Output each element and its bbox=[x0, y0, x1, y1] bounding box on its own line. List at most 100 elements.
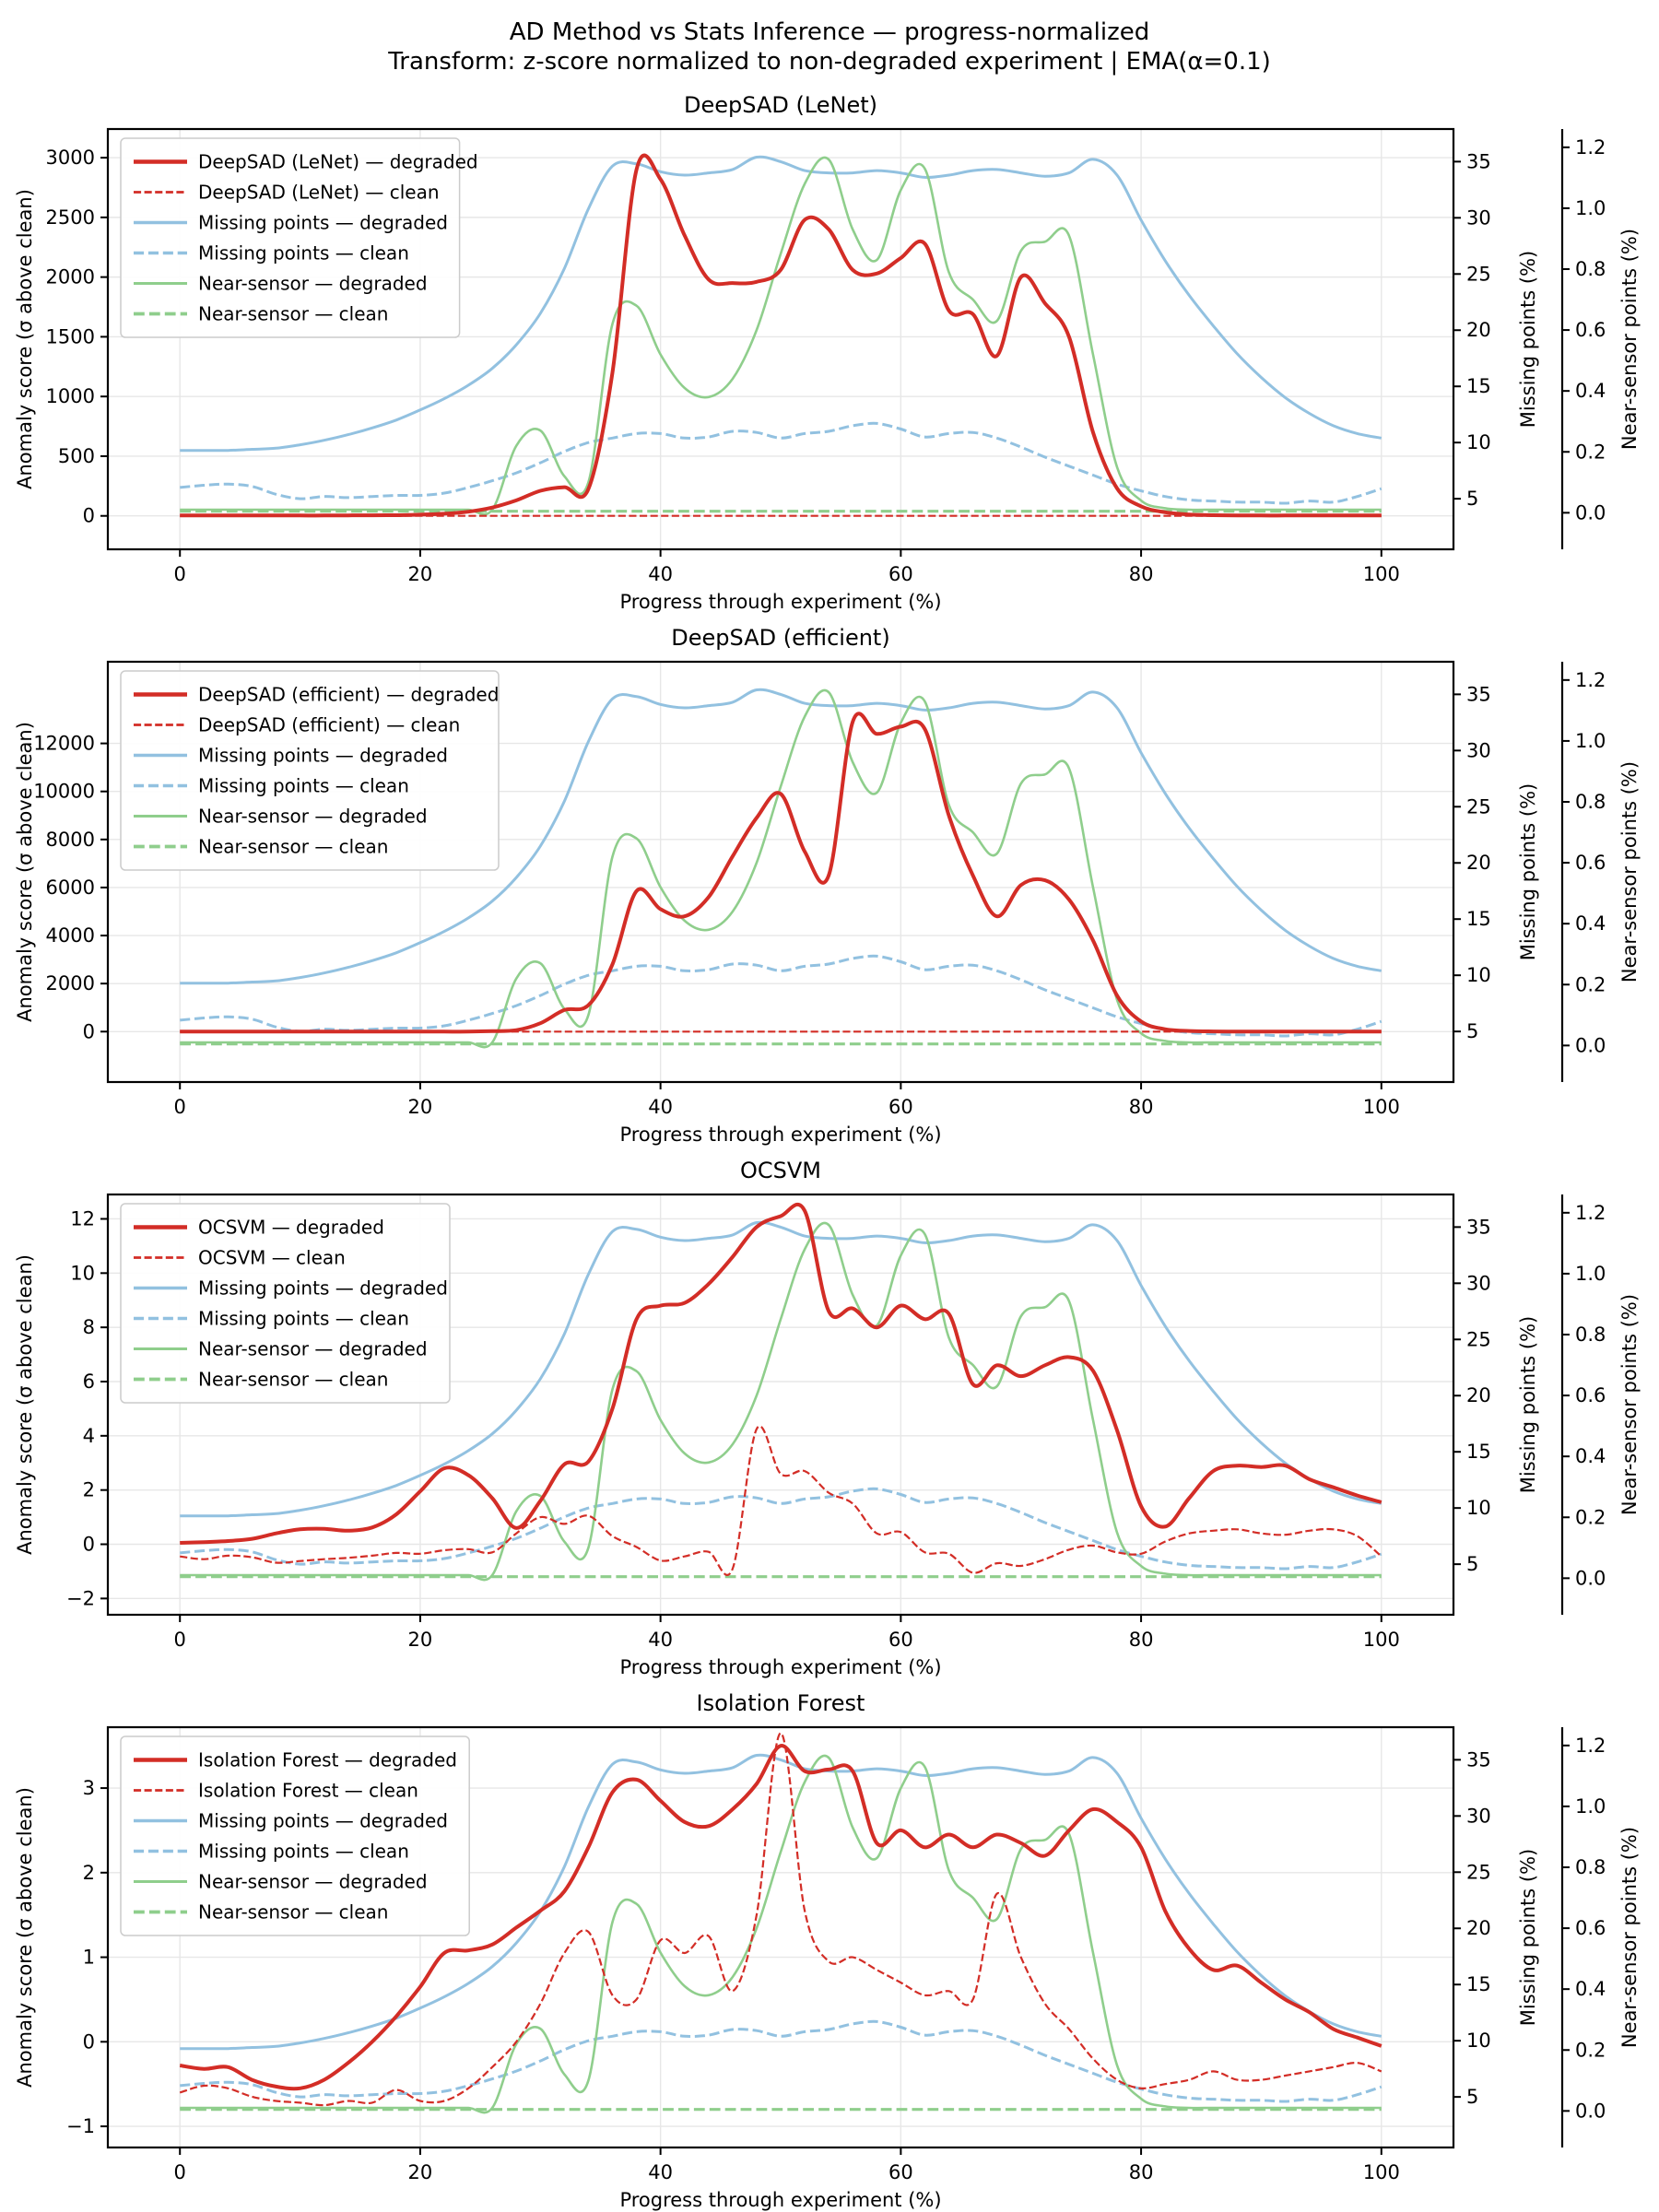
legend bbox=[120, 670, 500, 871]
near-tick-label: 0.6 bbox=[1575, 1917, 1606, 1939]
y-tick-label: 2000 bbox=[46, 972, 95, 994]
series-missing_degraded bbox=[180, 688, 1382, 985]
series-near_degraded bbox=[180, 156, 1382, 516]
figure-title: AD Method vs Stats Inference — progress-… bbox=[509, 18, 1150, 46]
missing-tick-label: 25 bbox=[1466, 795, 1491, 818]
y-tick-label: 1000 bbox=[46, 385, 95, 407]
series-ad_degraded bbox=[180, 712, 1382, 1034]
legend-label: Missing points — degraded bbox=[198, 212, 448, 234]
subplot-title: DeepSAD (LeNet) bbox=[684, 92, 877, 118]
missing-tick-label: 20 bbox=[1466, 319, 1491, 341]
series-ad_degraded bbox=[179, 1744, 1382, 2091]
series-group bbox=[180, 688, 1382, 1049]
series-ad_degraded bbox=[180, 1202, 1382, 1545]
missing-axis-label: Missing points (%) bbox=[1517, 783, 1539, 961]
series-missing_clean bbox=[180, 421, 1382, 505]
missing-tick-label: 15 bbox=[1466, 1973, 1491, 1995]
missing-tick-label: 30 bbox=[1466, 739, 1491, 761]
x-tick-label: 60 bbox=[888, 1096, 913, 1118]
missing-tick-label: 25 bbox=[1466, 1861, 1491, 1883]
x-tick-label: 0 bbox=[174, 1096, 186, 1118]
series-missing_clean bbox=[180, 2019, 1382, 2103]
legend-label: Missing points — clean bbox=[198, 242, 409, 265]
missing-axis-label: Missing points (%) bbox=[1517, 1316, 1539, 1494]
x-tick-label: 60 bbox=[888, 563, 913, 585]
y-axis-label: Anomaly score (σ above clean) bbox=[14, 1254, 36, 1555]
missing-tick-label: 5 bbox=[1466, 488, 1478, 510]
series-missing_degraded bbox=[180, 1753, 1382, 2051]
missing-tick-label: 35 bbox=[1466, 683, 1491, 705]
missing-tick-label: 20 bbox=[1466, 1384, 1491, 1406]
near-tick-label: 0.6 bbox=[1575, 852, 1606, 874]
near-tick-label: 1.2 bbox=[1575, 1202, 1606, 1224]
missing-tick-label: 20 bbox=[1466, 852, 1491, 874]
y-tick-label: 6000 bbox=[46, 877, 95, 899]
missing-tick-label: 35 bbox=[1466, 150, 1491, 172]
missing-tick-label: 30 bbox=[1466, 1805, 1491, 1827]
missing-tick-label: 30 bbox=[1466, 206, 1491, 229]
x-tick-label: 60 bbox=[888, 2161, 913, 2183]
y-tick-label: 500 bbox=[58, 445, 95, 467]
legend-label: Near-sensor — degraded bbox=[198, 806, 428, 828]
legend-label: Near-sensor — clean bbox=[198, 836, 388, 858]
legend-label: DeepSAD (efficient) — clean bbox=[198, 714, 460, 736]
missing-axis-label: Missing points (%) bbox=[1517, 251, 1539, 429]
near-tick-label: 0.4 bbox=[1575, 1445, 1606, 1467]
y-tick-label: 1 bbox=[83, 1947, 95, 1969]
y-tick-label: 4 bbox=[83, 1425, 95, 1447]
y-tick-label: 0 bbox=[83, 1020, 95, 1042]
series-near_degraded bbox=[180, 1754, 1382, 2114]
y-tick-label: 4000 bbox=[46, 924, 95, 947]
near-tick-label: 1.2 bbox=[1575, 1735, 1606, 1757]
x-tick-label: 100 bbox=[1363, 1629, 1400, 1651]
subplot-title: Isolation Forest bbox=[697, 1690, 865, 1716]
x-axis-label: Progress through experiment (%) bbox=[619, 1124, 941, 1146]
near-axis-label: Near-sensor points (%) bbox=[1618, 1827, 1641, 2048]
x-axis-label: Progress through experiment (%) bbox=[619, 2189, 941, 2211]
y-tick-label: 0 bbox=[83, 2030, 95, 2053]
legend-label: Isolation Forest — degraded bbox=[198, 1749, 457, 1771]
near-tick-label: 0.4 bbox=[1575, 912, 1606, 935]
near-tick-label: 0.6 bbox=[1575, 319, 1606, 341]
legend-label: DeepSAD (LeNet) — degraded bbox=[198, 151, 478, 173]
y-tick-label: 10000 bbox=[33, 781, 95, 803]
legend-label: Missing points — clean bbox=[198, 775, 409, 797]
near-tick-label: 0.4 bbox=[1575, 380, 1606, 402]
near-axis-label: Near-sensor points (%) bbox=[1618, 761, 1641, 982]
missing-tick-label: 10 bbox=[1466, 2030, 1491, 2052]
x-axis-label: Progress through experiment (%) bbox=[619, 1656, 941, 1678]
near-tick-label: 0.8 bbox=[1575, 1324, 1606, 1346]
x-tick-label: 20 bbox=[408, 2161, 433, 2183]
legend-label: Near-sensor — degraded bbox=[198, 1871, 428, 1893]
axes-spines bbox=[106, 1725, 1455, 2149]
subplot-title: DeepSAD (efficient) bbox=[671, 625, 889, 651]
missing-axis-label: Missing points (%) bbox=[1517, 1849, 1539, 2027]
near-tick-label: 0.2 bbox=[1575, 1506, 1606, 1528]
x-tick-label: 60 bbox=[888, 1629, 913, 1651]
legend bbox=[120, 1203, 451, 1404]
legend bbox=[120, 1735, 470, 1936]
missing-tick-label: 5 bbox=[1466, 1553, 1478, 1575]
x-axis-label: Progress through experiment (%) bbox=[619, 591, 941, 613]
figure-subtitle: Transform: z-score normalized to non-deg… bbox=[388, 48, 1271, 76]
y-tick-label: −1 bbox=[66, 2115, 95, 2137]
legend-label: DeepSAD (LeNet) — clean bbox=[198, 182, 440, 204]
subplot-title: OCSVM bbox=[740, 1158, 821, 1183]
y-axis-label: Anomaly score (σ above clean) bbox=[14, 189, 36, 489]
legend-label: DeepSAD (efficient) — degraded bbox=[198, 684, 499, 706]
y-tick-label: 2500 bbox=[46, 206, 95, 229]
legend-label: Near-sensor — clean bbox=[198, 1369, 388, 1391]
x-tick-label: 80 bbox=[1129, 563, 1154, 585]
series-near_degraded bbox=[180, 1221, 1382, 1582]
legend-label: Near-sensor — degraded bbox=[198, 1338, 428, 1360]
x-tick-label: 40 bbox=[648, 563, 673, 585]
legend-label: Missing points — degraded bbox=[198, 745, 448, 767]
near-tick-label: 1.0 bbox=[1575, 1795, 1606, 1818]
near-tick-label: 1.2 bbox=[1575, 669, 1606, 691]
x-tick-label: 40 bbox=[648, 1096, 673, 1118]
x-tick-label: 0 bbox=[174, 563, 186, 585]
series-missing_clean bbox=[180, 954, 1382, 1038]
legend-label: Missing points — degraded bbox=[198, 1277, 448, 1300]
